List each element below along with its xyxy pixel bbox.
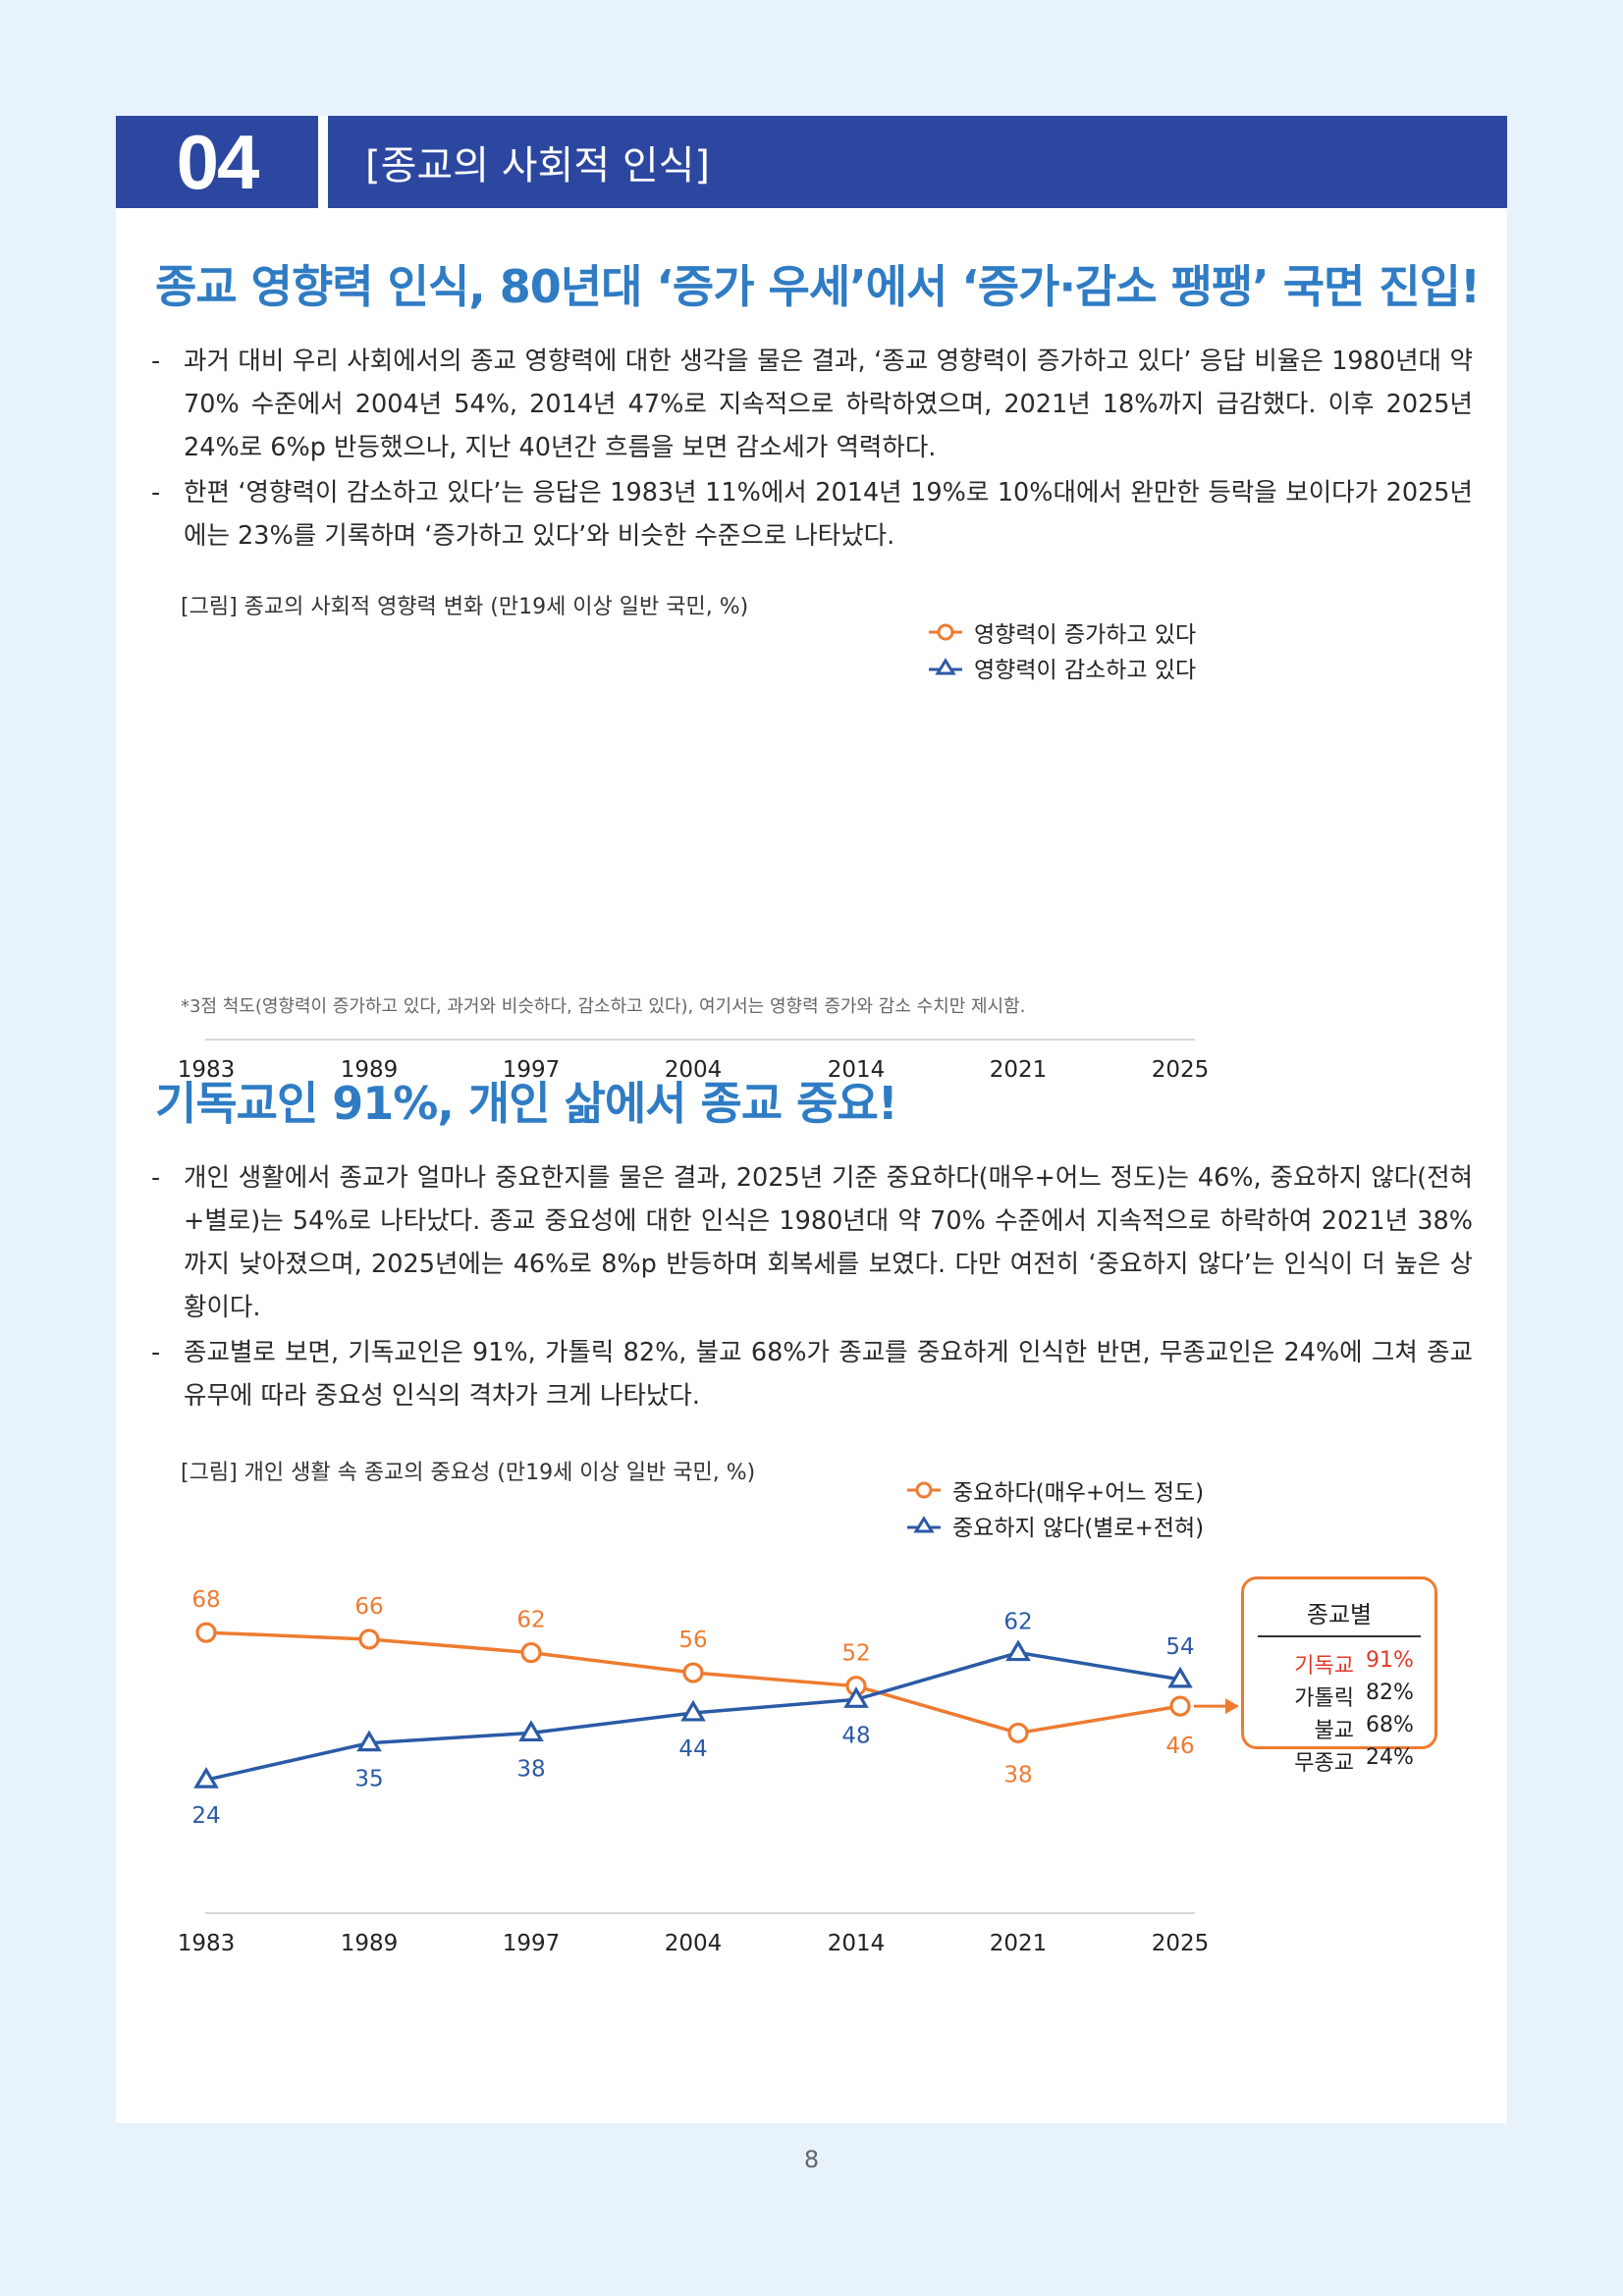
x-tick-label: 2004 <box>665 1931 723 1956</box>
data-label: 66 <box>354 1594 383 1620</box>
figure-note: *3점 척도(영향력이 증가하고 있다, 과거와 비슷하다, 감소하고 있다),… <box>181 996 1026 1017</box>
x-tick-label: 2004 <box>665 1057 723 1083</box>
data-label: 46 <box>1165 1734 1194 1759</box>
data-label: 35 <box>354 1767 383 1792</box>
data-point <box>358 1629 380 1650</box>
x-tick-label: 1983 <box>178 1057 236 1083</box>
x-tick-label: 1983 <box>178 1931 236 1956</box>
data-point <box>1167 1666 1193 1688</box>
religion-name: 가톨릭 <box>1294 1686 1354 1711</box>
bullet-item: - 개인 생활에서 종교가 얼마나 중요한지를 물은 결과, 2025년 기준 중… <box>151 1163 1473 1322</box>
legend-item-decrease: 영향력이 감소하고 있다 <box>929 650 1196 685</box>
data-label: 24 <box>191 1803 220 1829</box>
data-label: 62 <box>1003 1610 1032 1635</box>
religion-value: 82% <box>1366 1681 1414 1705</box>
x-tick-label: 2025 <box>1152 1931 1210 1956</box>
data-label: 56 <box>678 1628 707 1653</box>
religion-row-none: 무종교 24% <box>1244 1745 1434 1777</box>
x-tick-label: 2025 <box>1152 1057 1210 1083</box>
triangle-marker-icon <box>929 658 962 675</box>
data-point <box>680 1699 706 1722</box>
bullet-text: 과거 대비 우리 사회에서의 종교 영향력에 대한 생각을 물은 결과, ‘종교… <box>184 347 1473 462</box>
figure-caption-influence: [그림] 종교의 사회적 영향력 변화 (만19세 이상 일반 국민, %) <box>181 595 749 619</box>
legend-label: 중요하지 않다(별로+전혀) <box>952 1516 1205 1541</box>
religion-row-catholic: 가톨릭 82% <box>1244 1681 1434 1712</box>
religion-name: 기독교 <box>1294 1654 1354 1679</box>
legend-influence: 영향력이 증가하고 있다 영향력이 감소하고 있다 <box>929 614 1196 685</box>
heading-influence: 종교 영향력 인식, 80년대 ‘증가 우세’에서 ‘증가·감소 팽팽’ 국면 … <box>155 260 1481 313</box>
bullet-item: - 종교별로 보면, 기독교인은 91%, 가톨릭 82%, 불교 68%가 종교… <box>151 1338 1473 1411</box>
triangle-marker-icon <box>907 1516 941 1533</box>
religion-row-protestant: 기독교 91% <box>1244 1648 1434 1680</box>
x-tick-label: 2021 <box>990 1931 1048 1956</box>
page-number: 8 <box>803 2146 820 2173</box>
religion-value: 24% <box>1366 1745 1414 1770</box>
section-header: 04 [종교의 사회적 인식] <box>116 116 1507 208</box>
religion-box-title: 종교별 <box>1306 1601 1373 1629</box>
legend-importance: 중요하다(매우+어느 정도) 중요하지 않다(별로+전혀) <box>907 1472 1204 1543</box>
data-point <box>1007 1722 1029 1744</box>
x-tick-label: 2014 <box>828 1931 886 1956</box>
data-label: 68 <box>191 1587 220 1613</box>
religion-value: 91% <box>1366 1648 1414 1673</box>
x-tick-label: 2021 <box>990 1057 1048 1083</box>
data-point <box>195 1622 217 1643</box>
religion-row-buddhist: 불교 68% <box>1244 1713 1434 1744</box>
page-sheet: 04 [종교의 사회적 인식] 종교 영향력 인식, 80년대 ‘증가 우세’에… <box>116 116 1507 2123</box>
data-point <box>682 1662 704 1683</box>
religion-name: 불교 <box>1314 1719 1354 1743</box>
x-tick-label: 2014 <box>828 1057 886 1083</box>
legend-item-not-important: 중요하지 않다(별로+전혀) <box>907 1508 1204 1543</box>
circle-marker-icon <box>929 623 962 641</box>
section-title: [종교의 사회적 인식] <box>328 116 1507 208</box>
legend-item-important: 중요하다(매우+어느 정도) <box>907 1472 1204 1508</box>
data-label: 44 <box>678 1736 707 1762</box>
bullet-text: 한편 ‘영향력이 감소하고 있다’는 응답은 1983년 11%에서 2014년… <box>184 478 1473 551</box>
data-point <box>843 1686 869 1708</box>
chart-importance: 1983 1989 1997 2004 2014 2021 2025 68 66 62 56 52 38… <box>178 1587 1239 1956</box>
religion-box-divider <box>1258 1635 1421 1637</box>
data-label: 38 <box>516 1756 545 1782</box>
data-label: 62 <box>516 1608 545 1633</box>
bullets-importance: - 개인 생활에서 종교가 얼마나 중요한지를 물은 결과, 2025년 기준 중… <box>151 1156 1473 1419</box>
bullet-item: - 한편 ‘영향력이 감소하고 있다’는 응답은 1983년 11%에서 2014… <box>151 478 1473 551</box>
section-number: 04 <box>116 116 318 208</box>
data-point <box>1169 1695 1191 1717</box>
x-tick-label: 1997 <box>503 1931 561 1956</box>
figure-caption-importance: [그림] 개인 생활 속 종교의 중요성 (만19세 이상 일반 국민, %) <box>181 1461 756 1485</box>
data-point <box>356 1730 382 1752</box>
x-tick-label: 1989 <box>341 1057 399 1083</box>
bullet-item: - 과거 대비 우리 사회에서의 종교 영향력에 대한 생각을 물은 결과, ‘종… <box>151 347 1473 462</box>
data-label: 52 <box>841 1641 870 1667</box>
legend-label: 영향력이 증가하고 있다 <box>974 622 1197 648</box>
header-divider <box>318 116 328 208</box>
religion-value: 68% <box>1366 1713 1414 1737</box>
x-tick-label: 1989 <box>341 1931 399 1956</box>
heading-importance: 기독교인 91%, 개인 삶에서 종교 중요! <box>155 1077 898 1130</box>
x-tick-label: 1997 <box>503 1057 561 1083</box>
data-point <box>518 1720 544 1742</box>
data-label: 48 <box>841 1723 870 1748</box>
religion-name: 무종교 <box>1294 1751 1354 1776</box>
religion-breakdown-box: 종교별 기독교 91% 가톨릭 82% 불교 68% 무종교 24% <box>1241 1576 1437 1776</box>
legend-label: 중요하다(매우+어느 정도) <box>952 1480 1205 1506</box>
data-point <box>520 1641 542 1664</box>
bullet-text: 종교별로 보면, 기독교인은 91%, 가톨릭 82%, 불교 68%가 종교를… <box>184 1338 1473 1411</box>
chart-influence: 1983198919972004201420212025687059544718… <box>178 1039 1210 1083</box>
bullet-text: 개인 생활에서 종교가 얼마나 중요한지를 물은 결과, 2025년 기준 중요… <box>184 1163 1473 1322</box>
data-point <box>193 1767 219 1789</box>
data-label: 54 <box>1165 1634 1194 1660</box>
data-label: 38 <box>1003 1762 1032 1788</box>
legend-item-increase: 영향력이 증가하고 있다 <box>929 614 1196 650</box>
callout-arrow-icon <box>1225 1698 1239 1715</box>
bullets-influence: - 과거 대비 우리 사회에서의 종교 영향력에 대한 생각을 물은 결과, ‘종… <box>151 340 1473 560</box>
circle-marker-icon <box>907 1481 941 1499</box>
legend-label: 영향력이 감소하고 있다 <box>974 658 1197 683</box>
data-point <box>1005 1639 1031 1662</box>
